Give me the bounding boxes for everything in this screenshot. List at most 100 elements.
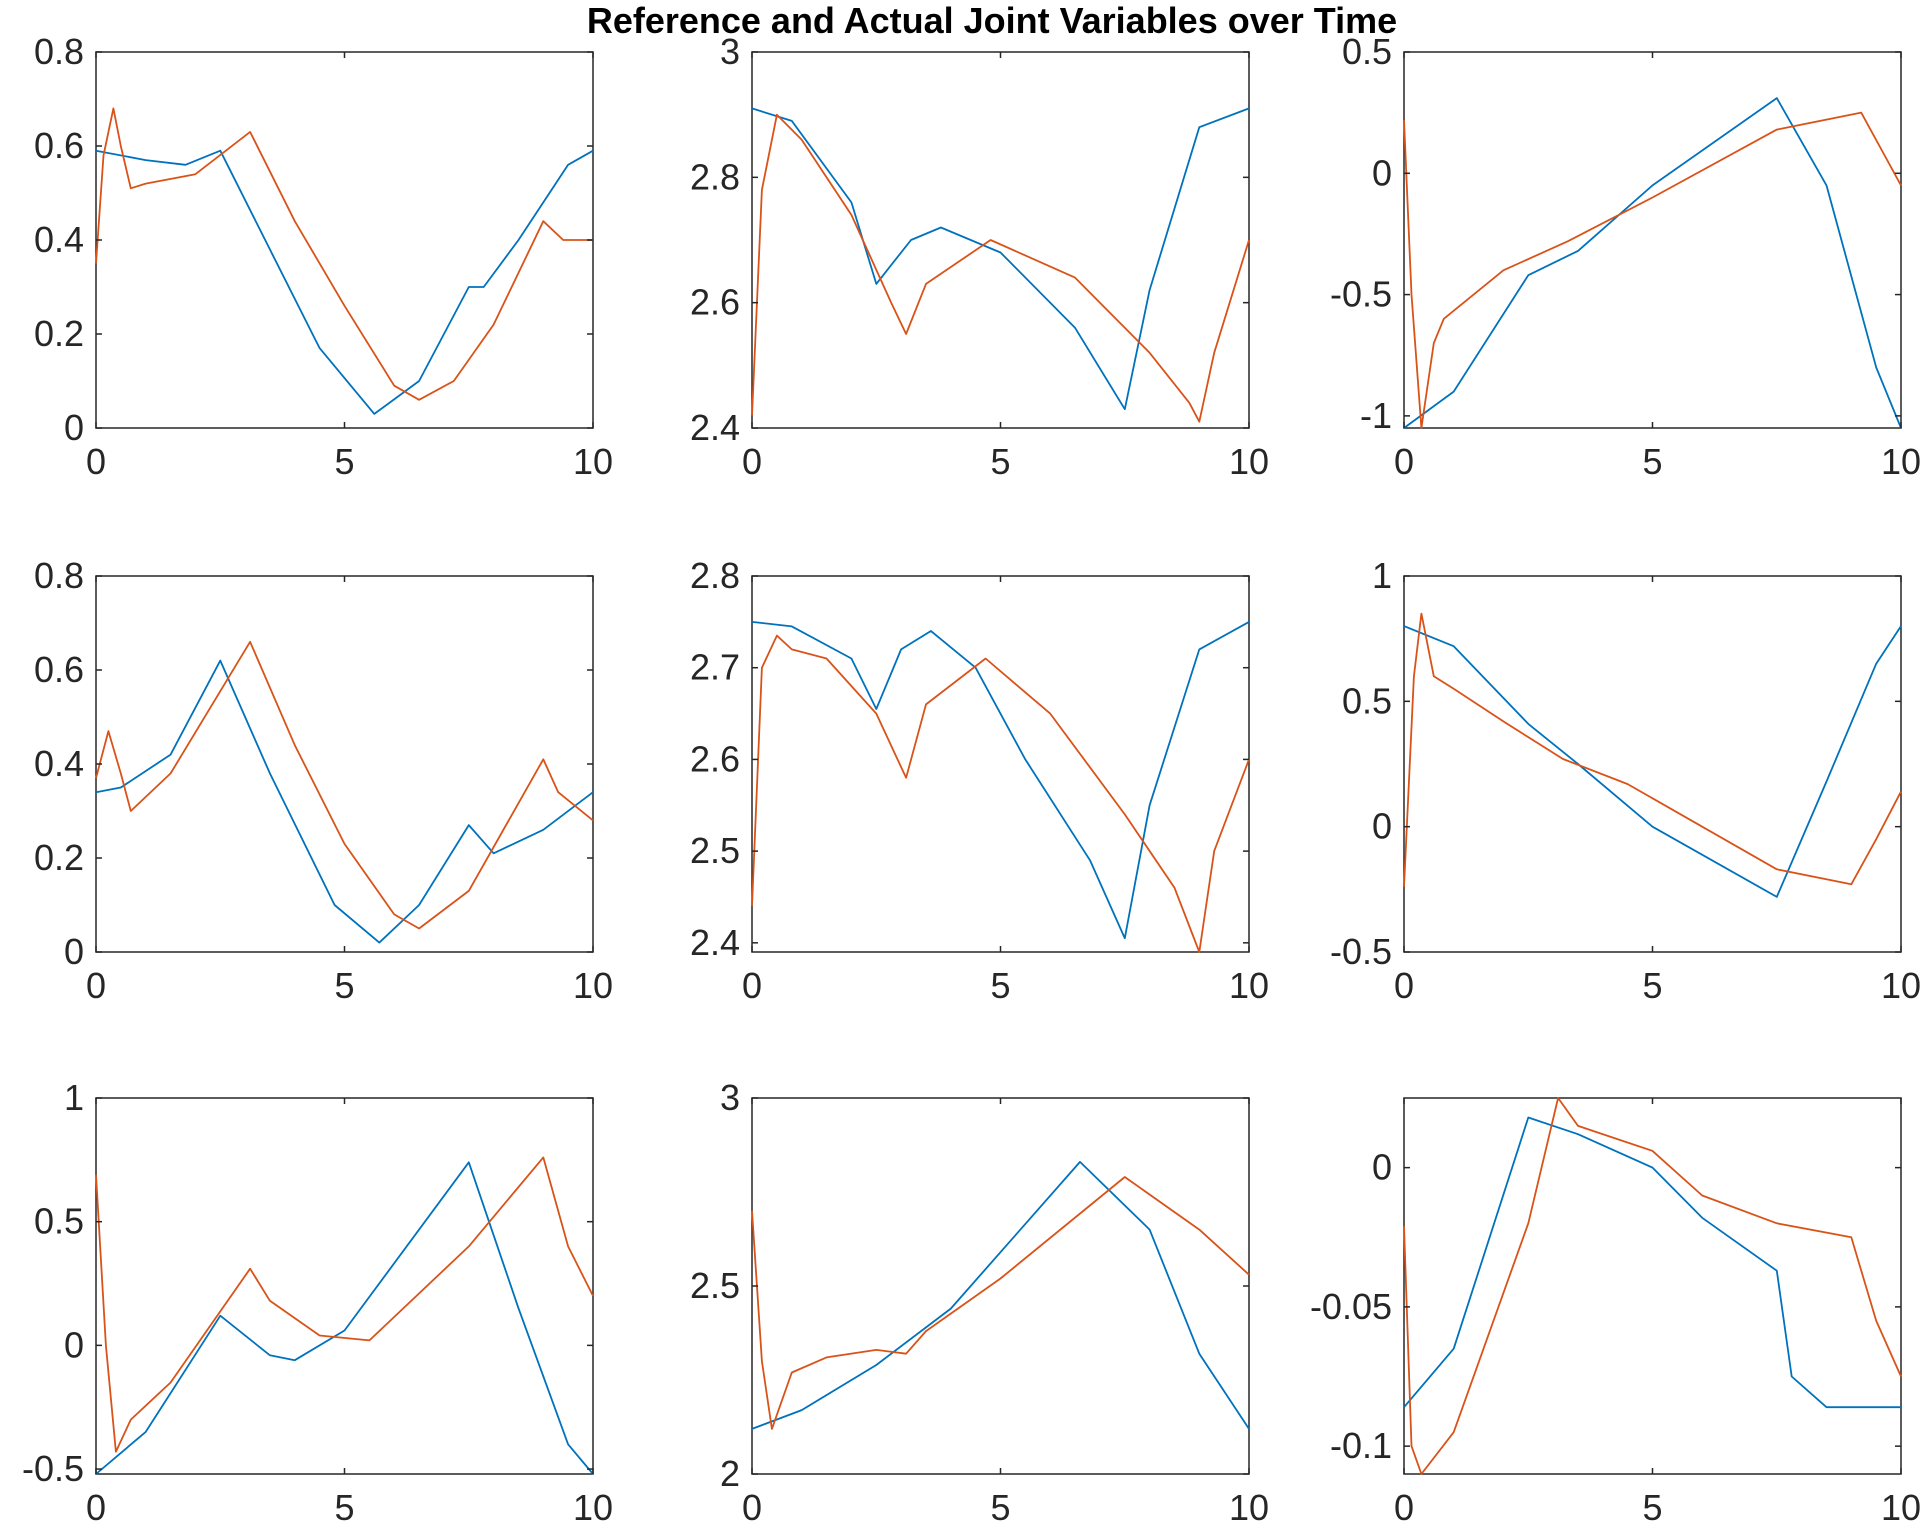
y-tick-label: 0.4 xyxy=(34,219,84,260)
actual-line xyxy=(1403,612,1902,887)
y-tick-label: 2.5 xyxy=(690,830,740,871)
subplot-9: 0 5 10 -0.1 -0.05 0 xyxy=(1310,1097,1921,1528)
actual-line xyxy=(95,107,593,401)
axes-box xyxy=(1403,51,1902,429)
y-tick-label: 1 xyxy=(1372,555,1392,596)
axes-box xyxy=(751,1097,1250,1475)
subplot-5: 0 5 10 2.4 2.5 2.6 2.7 2.8 xyxy=(690,555,1269,1006)
y-tick-label: 0.6 xyxy=(34,649,84,690)
subplot-7: 0 5 10-0.500.51 xyxy=(22,1077,613,1528)
x-tick-label: 5 xyxy=(1642,965,1662,1006)
axes-box xyxy=(95,1097,594,1475)
subplot-6: 0 5 10-0.500.51 xyxy=(1330,555,1921,1006)
y-tick-label: 0 xyxy=(64,931,84,972)
x-tick-label: 0 xyxy=(86,965,106,1006)
y-tick-label: 2 xyxy=(720,1453,740,1494)
x-tick-label: 10 xyxy=(573,1487,613,1528)
axes-box xyxy=(751,575,1250,953)
actual-line xyxy=(1403,111,1902,429)
y-tick-label: 2.7 xyxy=(690,647,740,688)
y-tick-label: 0 xyxy=(64,1324,84,1365)
subplot-4: 0 5 10 0 0.2 0.4 0.6 0.8 xyxy=(34,555,613,1006)
x-tick-label: 10 xyxy=(1229,441,1269,482)
axes-box xyxy=(751,51,1250,429)
x-tick-label: 10 xyxy=(1229,965,1269,1006)
y-tick-label: 0.4 xyxy=(34,743,84,784)
y-tick-label: -0.05 xyxy=(1310,1286,1392,1327)
reference-line xyxy=(95,149,594,415)
y-tick-label: 2.8 xyxy=(690,156,740,197)
y-tick-label: -0.1 xyxy=(1330,1425,1392,1466)
y-tick-label: 0.6 xyxy=(34,125,84,166)
x-tick-label: 10 xyxy=(573,441,613,482)
y-tick-label: 1 xyxy=(64,1077,84,1118)
x-tick-label: 5 xyxy=(1642,441,1662,482)
actual-line xyxy=(751,634,1250,953)
y-tick-label: 0 xyxy=(1372,806,1392,847)
y-tick-label: 3 xyxy=(720,31,740,72)
x-tick-label: 5 xyxy=(334,1487,354,1528)
reference-line xyxy=(751,1161,1250,1430)
subplot-3: 0 5 10 -1 -0.5 0 0.5 xyxy=(1330,31,1921,482)
actual-line xyxy=(95,640,594,930)
actual-line xyxy=(95,1156,594,1453)
x-tick-label: 10 xyxy=(1229,1487,1269,1528)
subplot-2: 0 5 10 2.4 2.6 2.8 3 xyxy=(690,31,1269,482)
reference-line xyxy=(1403,625,1902,898)
y-tick-label: 2.4 xyxy=(690,922,740,963)
actual-line xyxy=(1403,1097,1902,1475)
y-tick-label: 2.5 xyxy=(690,1265,740,1306)
y-tick-label: 0 xyxy=(1372,1147,1392,1188)
subplot-8: 0 5 10 2 2.5 3 xyxy=(690,1077,1269,1528)
x-tick-label: 10 xyxy=(1881,1487,1921,1528)
x-tick-label: 5 xyxy=(990,1487,1010,1528)
x-tick-label: 0 xyxy=(1394,441,1414,482)
y-tick-label: 0 xyxy=(1372,152,1392,193)
actual-line xyxy=(751,1176,1250,1430)
subplot-1: 0 5 10 0 0.2 0.4 0.6 0.8 xyxy=(34,31,613,482)
x-tick-label: 5 xyxy=(990,965,1010,1006)
x-tick-label: 0 xyxy=(742,1487,762,1528)
y-tick-label: 2.6 xyxy=(690,282,740,323)
y-tick-label: -0.5 xyxy=(1330,931,1392,972)
x-tick-label: 5 xyxy=(334,965,354,1006)
x-tick-label: 0 xyxy=(86,1487,106,1528)
y-tick-label: 2.6 xyxy=(690,738,740,779)
y-tick-label: 2.8 xyxy=(690,555,740,596)
y-tick-label: 0.5 xyxy=(1342,31,1392,72)
y-tick-label: 2.4 xyxy=(690,407,740,448)
y-tick-label: 0.8 xyxy=(34,555,84,596)
x-tick-label: 10 xyxy=(1881,441,1921,482)
y-tick-label: 0 xyxy=(64,407,84,448)
y-tick-label: 0.5 xyxy=(1342,680,1392,721)
x-tick-label: 10 xyxy=(573,965,613,1006)
x-tick-label: 5 xyxy=(334,441,354,482)
x-tick-label: 10 xyxy=(1881,965,1921,1006)
x-tick-label: 0 xyxy=(1394,1487,1414,1528)
axes-box xyxy=(95,575,594,953)
reference-line xyxy=(1403,1116,1901,1409)
reference-line xyxy=(751,621,1250,940)
reference-line xyxy=(95,659,594,944)
x-tick-label: 0 xyxy=(742,441,762,482)
reference-line xyxy=(1403,97,1902,429)
y-tick-label: 3 xyxy=(720,1077,740,1118)
reference-line xyxy=(751,107,1250,411)
x-tick-label: 0 xyxy=(1394,965,1414,1006)
figure-title: Reference and Actual Joint Variables ove… xyxy=(587,0,1397,41)
axes-box xyxy=(1403,575,1902,953)
y-tick-label: -0.5 xyxy=(22,1448,84,1489)
y-tick-label: -1 xyxy=(1360,395,1392,436)
y-tick-label: 0.8 xyxy=(34,31,84,72)
x-tick-label: 5 xyxy=(990,441,1010,482)
y-tick-label: 0.5 xyxy=(34,1201,84,1242)
actual-line xyxy=(751,113,1250,423)
y-tick-label: 0.2 xyxy=(34,313,84,354)
y-tick-label: 0.2 xyxy=(34,837,84,878)
y-tick-label: -0.5 xyxy=(1330,274,1392,315)
x-tick-label: 0 xyxy=(86,441,106,482)
x-tick-label: 5 xyxy=(1642,1487,1662,1528)
reference-line xyxy=(95,1161,594,1475)
